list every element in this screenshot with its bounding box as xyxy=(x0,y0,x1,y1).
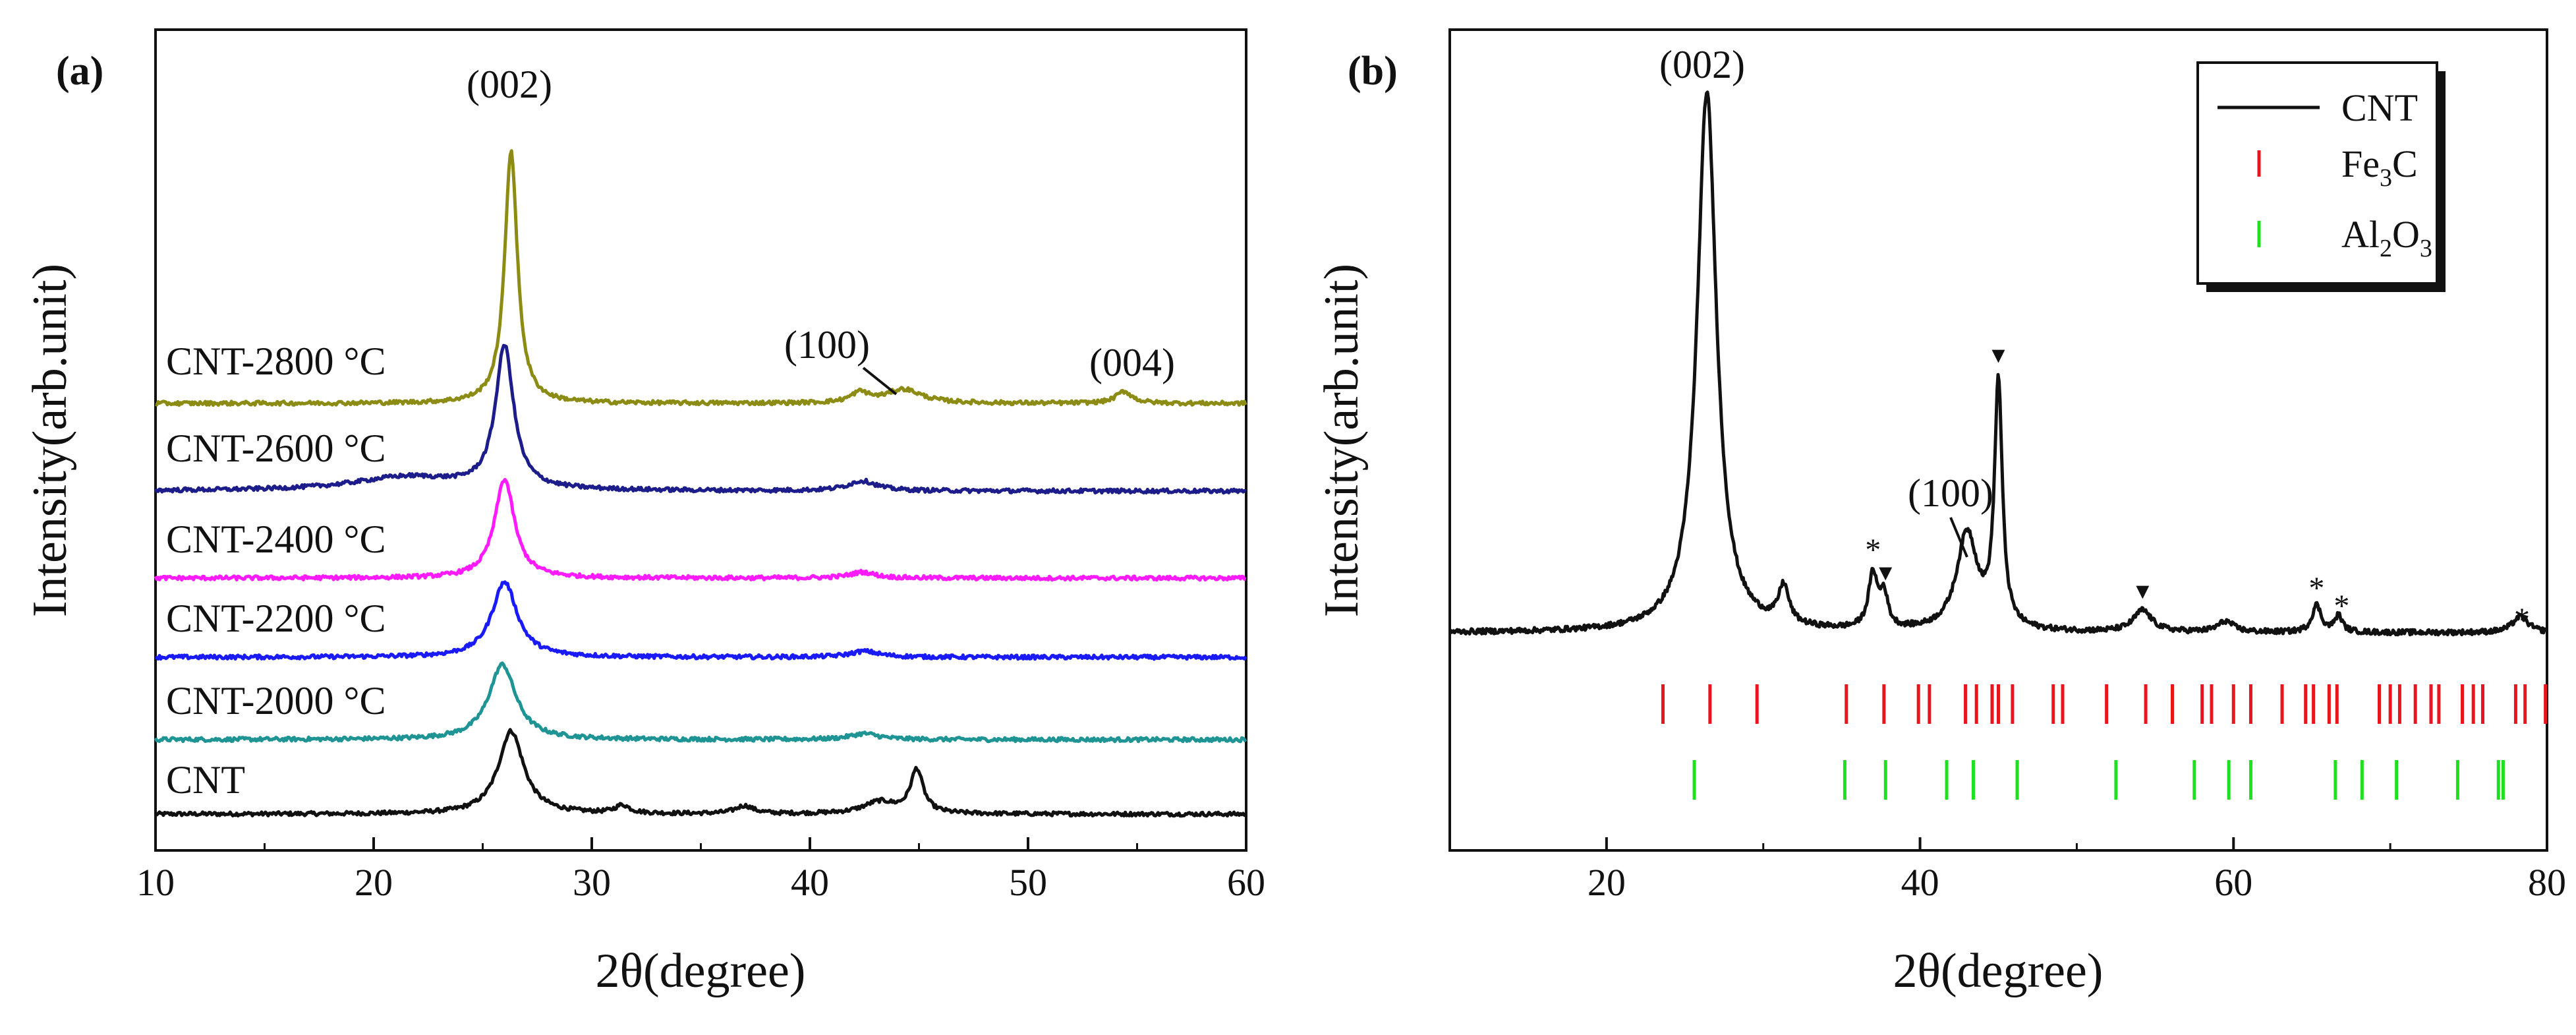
panel-b-label: (b) xyxy=(1348,49,1398,94)
annotation-100-arrow-b xyxy=(1949,517,1968,558)
series-line-3 xyxy=(154,478,1247,582)
series-label-cnt: CNT xyxy=(166,758,245,802)
panel-a-x-tick-label: 10 xyxy=(136,861,175,904)
panel-b-series-line xyxy=(1448,90,2548,637)
panel-a-label: (a) xyxy=(56,49,103,94)
triangle-marker: ▼ xyxy=(1988,343,2010,368)
legend-box xyxy=(2196,61,2438,285)
panel-a-x-tick-label: 20 xyxy=(355,861,393,904)
series-line-1 xyxy=(154,661,1247,744)
series-line-5 xyxy=(155,149,1247,407)
panel-b-legend: CNT Fe3C Al2O3 xyxy=(2196,61,2446,292)
legend-label-cnt: CNT xyxy=(2341,86,2418,129)
panel-b-frame xyxy=(1448,28,2548,852)
triangle-marker: ▼ xyxy=(1874,561,1897,585)
panel-a: (a) 10 20 30 40 50 60 2θ(degree) Intensity(ar… xyxy=(23,28,1265,998)
panel-b-x-axis-label: 2θ(degree) xyxy=(1893,944,2104,998)
panel-a-x-axis-label: 2θ(degree) xyxy=(596,944,806,998)
star-marker: * xyxy=(2333,589,2349,624)
series-label-cnt-2000: CNT-2000 °C xyxy=(166,679,386,723)
series-line-2 xyxy=(155,580,1247,661)
panel-a-x-tick-label: 30 xyxy=(573,861,611,904)
series-line-4 xyxy=(154,343,1247,495)
panel-a-x-tick-label: 50 xyxy=(1009,861,1047,904)
annotation-002-a: (002) xyxy=(467,63,552,106)
panel-b-x-tick-label: 80 xyxy=(2528,861,2566,904)
panel-b-x-axis: 20 40 60 80 xyxy=(1448,837,2566,904)
panel-a-series-labels: CNT CNT-2000 °C CNT-2200 °C CNT-2400 °C … xyxy=(166,340,386,802)
panel-a-x-tick-label: 40 xyxy=(791,861,829,904)
legend-label-al2o3: Al2O3 xyxy=(2341,213,2432,262)
panel-b-y-axis-label: Intensity(arb.unit) xyxy=(1315,264,1369,617)
series-label-cnt-2800: CNT-2800 °C xyxy=(166,340,386,383)
panel-b-reference-ticks xyxy=(1661,684,2548,800)
panel-a-series xyxy=(154,149,1247,818)
panel-b-x-tick-label: 60 xyxy=(2214,861,2252,904)
panel-b-x-tick-label: 40 xyxy=(1901,861,1939,904)
series-label-cnt-2200: CNT-2200 °C xyxy=(166,597,386,640)
annotation-100-arrow-a xyxy=(862,367,898,396)
panel-b-series xyxy=(1448,90,2548,637)
series-label-cnt-2400: CNT-2400 °C xyxy=(166,518,386,561)
annotation-004-a: (004) xyxy=(1089,341,1175,384)
star-marker: * xyxy=(2514,602,2530,637)
panel-a-y-axis-label: Intensity(arb.unit) xyxy=(23,264,77,617)
panel-a-x-axis: 10 20 30 40 50 60 xyxy=(136,837,1265,904)
series-line-0 xyxy=(154,728,1247,818)
panel-b-peak-markers: *** *▼▼▼ xyxy=(1865,343,2530,637)
annotation-100-a: (100) xyxy=(784,323,870,367)
annotation-100-b: (100) xyxy=(1908,471,1993,515)
panel-b: (b) 20 40 60 80 2θ(degree) Intensity(arb.un… xyxy=(1315,28,2566,998)
annotation-002-b: (002) xyxy=(1659,43,1745,86)
star-marker: * xyxy=(2308,571,2324,606)
series-label-cnt-2600: CNT-2600 °C xyxy=(166,427,386,470)
star-marker: * xyxy=(1865,533,1881,568)
legend-label-fe3c: Fe3C xyxy=(2341,142,2418,192)
panel-a-x-tick-label: 60 xyxy=(1227,861,1265,904)
panel-b-x-tick-label: 20 xyxy=(1588,861,1626,904)
triangle-marker: ▼ xyxy=(2132,579,2154,604)
